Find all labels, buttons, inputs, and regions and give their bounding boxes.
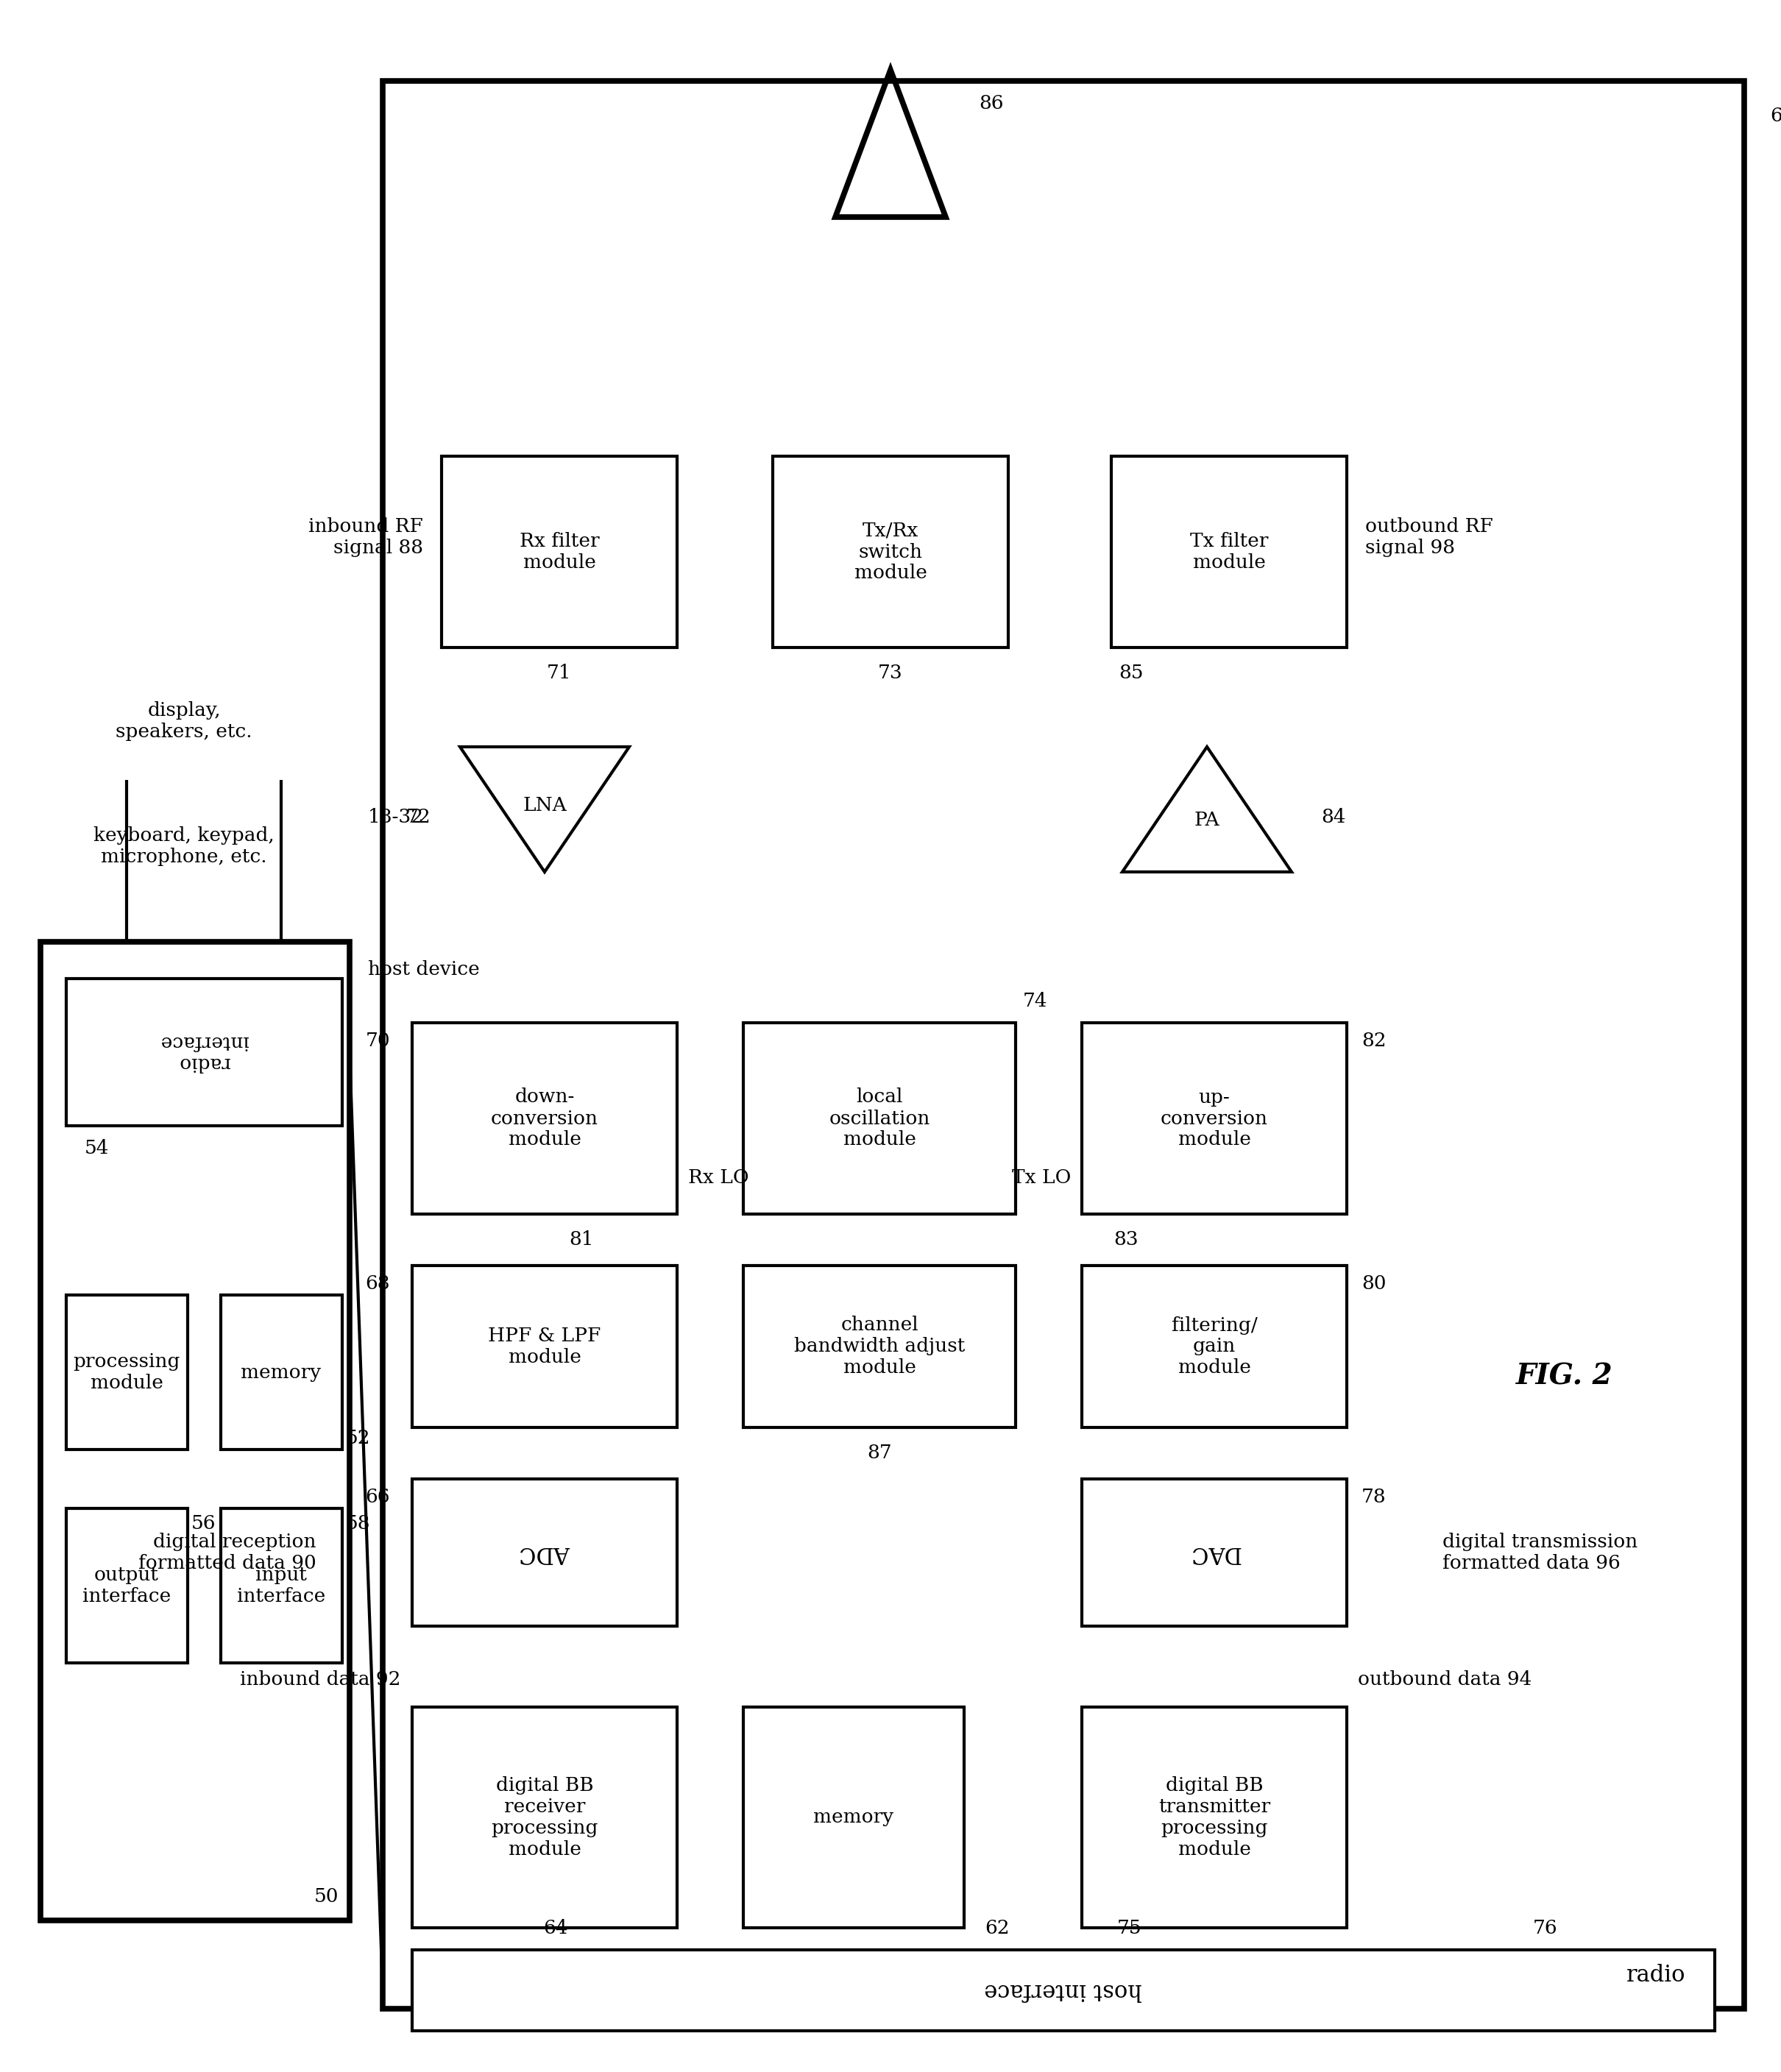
Text: radio: radio — [1626, 1964, 1685, 1987]
Text: outbound data 94: outbound data 94 — [1357, 1670, 1532, 1689]
Text: 86: 86 — [980, 93, 1003, 112]
Text: digital reception
formatted data 90: digital reception formatted data 90 — [139, 1533, 317, 1573]
Text: 50: 50 — [313, 1888, 338, 1906]
Text: 76: 76 — [1533, 1919, 1558, 1937]
Bar — [41, 943, 349, 1921]
Bar — [411, 1707, 677, 1927]
Text: 72: 72 — [406, 808, 431, 827]
Text: 58: 58 — [346, 1515, 370, 1533]
Text: display,
speakers, etc.: display, speakers, etc. — [116, 700, 253, 742]
Text: processing
module: processing module — [73, 1353, 180, 1392]
Text: keyboard, keypad,
microphone, etc.: keyboard, keypad, microphone, etc. — [94, 827, 274, 866]
Text: memory: memory — [240, 1363, 321, 1382]
Text: 52: 52 — [346, 1430, 370, 1448]
Bar — [1081, 1266, 1346, 1428]
Text: 81: 81 — [570, 1231, 593, 1249]
Text: outbound RF
signal 98: outbound RF signal 98 — [1366, 518, 1492, 557]
Text: digital BB
receiver
processing
module: digital BB receiver processing module — [492, 1776, 598, 1859]
Text: 80: 80 — [1361, 1274, 1386, 1293]
Bar — [411, 1479, 677, 1627]
Bar — [743, 1024, 1015, 1214]
Bar — [221, 1295, 342, 1450]
Text: Tx filter
module: Tx filter module — [1190, 533, 1268, 572]
Text: 78: 78 — [1361, 1488, 1386, 1506]
Text: ADC: ADC — [518, 1542, 570, 1564]
Text: 73: 73 — [878, 663, 903, 682]
Text: channel
bandwidth adjust
module: channel bandwidth adjust module — [794, 1316, 965, 1378]
Bar — [411, 1024, 677, 1214]
Text: 75: 75 — [1117, 1919, 1142, 1937]
Bar — [221, 1508, 342, 1664]
Text: 62: 62 — [985, 1919, 1010, 1937]
Text: LNA: LNA — [522, 796, 566, 814]
Text: host interface: host interface — [985, 1979, 1142, 2002]
Text: Tx/Rx
switch
module: Tx/Rx switch module — [855, 522, 926, 582]
Bar — [442, 456, 677, 646]
Text: radio
interface: radio interface — [160, 1032, 248, 1071]
Polygon shape — [459, 746, 629, 872]
Text: 83: 83 — [1113, 1231, 1138, 1249]
Text: PA: PA — [1195, 812, 1220, 829]
Text: FIG. 2: FIG. 2 — [1516, 1361, 1614, 1390]
Bar — [383, 81, 1744, 2008]
Bar — [1081, 1479, 1346, 1627]
Bar — [411, 1266, 677, 1428]
Text: 18-32: 18-32 — [369, 808, 424, 827]
Text: down-
conversion
module: down- conversion module — [492, 1088, 598, 1150]
Bar — [1081, 1707, 1346, 1927]
Text: up-
conversion
module: up- conversion module — [1161, 1088, 1268, 1150]
Text: 82: 82 — [1361, 1032, 1386, 1051]
Text: DAC: DAC — [1188, 1542, 1240, 1564]
Bar — [743, 1707, 964, 1927]
Text: output
interface: output interface — [82, 1566, 171, 1606]
Text: Tx LO: Tx LO — [1012, 1169, 1070, 1187]
Bar — [411, 1950, 1715, 2031]
Text: 85: 85 — [1118, 663, 1143, 682]
Text: 70: 70 — [365, 1032, 390, 1051]
Text: local
oscillation
module: local oscillation module — [828, 1088, 930, 1150]
Bar — [66, 1508, 187, 1664]
Text: host device: host device — [369, 959, 479, 978]
Text: Rx filter
module: Rx filter module — [520, 533, 598, 572]
Text: 87: 87 — [867, 1444, 892, 1463]
Bar — [66, 1295, 187, 1450]
Bar — [1111, 456, 1346, 646]
Text: inbound data 92: inbound data 92 — [240, 1670, 401, 1689]
Text: 60: 60 — [1770, 106, 1781, 124]
Text: 68: 68 — [365, 1274, 390, 1293]
Text: input
interface: input interface — [237, 1566, 326, 1606]
Text: digital transmission
formatted data 96: digital transmission formatted data 96 — [1443, 1533, 1639, 1573]
Text: 66: 66 — [365, 1488, 390, 1506]
Text: filtering/
gain
module: filtering/ gain module — [1172, 1316, 1257, 1378]
Bar — [66, 978, 342, 1125]
Text: HPF & LPF
module: HPF & LPF module — [488, 1326, 600, 1365]
Bar — [773, 456, 1008, 646]
Polygon shape — [1122, 746, 1291, 872]
Text: 56: 56 — [191, 1515, 216, 1533]
Text: 84: 84 — [1322, 808, 1346, 827]
Text: 71: 71 — [547, 663, 572, 682]
Text: memory: memory — [814, 1809, 894, 1828]
Text: 54: 54 — [85, 1140, 109, 1156]
Text: 74: 74 — [1022, 992, 1047, 1009]
Text: 64: 64 — [543, 1919, 568, 1937]
Text: Rx LO: Rx LO — [687, 1169, 750, 1187]
Bar — [1081, 1024, 1346, 1214]
Text: inbound RF
signal 88: inbound RF signal 88 — [308, 518, 424, 557]
Bar — [743, 1266, 1015, 1428]
Text: digital BB
transmitter
processing
module: digital BB transmitter processing module — [1158, 1776, 1270, 1859]
